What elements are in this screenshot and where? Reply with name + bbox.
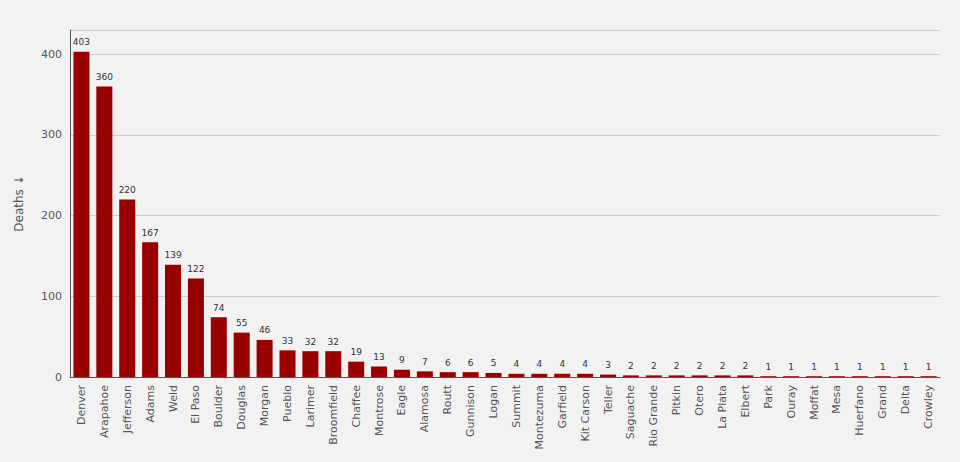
svg-text:Otero: Otero xyxy=(693,385,706,416)
svg-text:6: 6 xyxy=(468,358,474,368)
svg-text:1: 1 xyxy=(903,362,909,372)
svg-text:32: 32 xyxy=(328,337,339,347)
svg-text:Arapahoe: Arapahoe xyxy=(98,385,111,438)
svg-text:Kit Carson: Kit Carson xyxy=(579,385,592,441)
svg-text:Moffat: Moffat xyxy=(808,384,821,420)
svg-text:Park: Park xyxy=(762,384,775,408)
svg-text:Grand: Grand xyxy=(876,385,889,419)
svg-text:13: 13 xyxy=(373,352,384,362)
svg-text:Boulder: Boulder xyxy=(212,385,225,428)
svg-text:400: 400 xyxy=(41,48,62,61)
svg-text:0: 0 xyxy=(55,371,62,384)
svg-text:2: 2 xyxy=(743,361,749,371)
svg-text:Morgan: Morgan xyxy=(258,385,271,426)
svg-text:4: 4 xyxy=(559,359,565,369)
svg-text:1: 1 xyxy=(880,362,886,372)
svg-text:360: 360 xyxy=(96,72,113,82)
svg-text:Saguache: Saguache xyxy=(624,385,637,439)
svg-text:Eagle: Eagle xyxy=(395,385,408,416)
svg-text:300: 300 xyxy=(41,128,62,141)
svg-text:Broomfield: Broomfield xyxy=(327,385,340,445)
svg-text:46: 46 xyxy=(259,325,271,335)
svg-text:Jefferson: Jefferson xyxy=(121,385,134,434)
svg-text:167: 167 xyxy=(142,228,159,238)
svg-text:3: 3 xyxy=(605,360,611,370)
svg-text:2: 2 xyxy=(674,361,680,371)
svg-text:Elbert: Elbert xyxy=(739,384,752,417)
svg-text:Chaffee: Chaffee xyxy=(350,385,363,428)
svg-text:5: 5 xyxy=(491,358,497,368)
svg-text:Deaths ↓: Deaths ↓ xyxy=(12,175,26,231)
svg-text:1: 1 xyxy=(765,362,771,372)
svg-text:Logan: Logan xyxy=(487,385,500,418)
svg-text:Delta: Delta xyxy=(899,385,912,414)
svg-text:Montezuma: Montezuma xyxy=(533,385,546,449)
svg-text:1: 1 xyxy=(788,362,794,372)
svg-text:1: 1 xyxy=(834,362,840,372)
svg-text:Pitkin: Pitkin xyxy=(670,385,683,415)
svg-text:33: 33 xyxy=(282,336,293,346)
svg-text:Teller: Teller xyxy=(602,385,615,415)
svg-text:Ouray: Ouray xyxy=(785,385,798,419)
svg-text:2: 2 xyxy=(651,361,657,371)
svg-text:6: 6 xyxy=(445,358,451,368)
svg-text:1: 1 xyxy=(811,362,817,372)
svg-text:4: 4 xyxy=(514,359,520,369)
svg-text:139: 139 xyxy=(164,250,181,260)
svg-text:Gunnison: Gunnison xyxy=(464,385,477,437)
svg-text:2: 2 xyxy=(720,361,726,371)
svg-text:Rio Grande: Rio Grande xyxy=(647,385,660,447)
svg-text:Weld: Weld xyxy=(167,385,180,412)
svg-text:Douglas: Douglas xyxy=(235,385,248,430)
svg-text:19: 19 xyxy=(350,347,362,357)
svg-text:7: 7 xyxy=(422,357,428,367)
svg-text:2: 2 xyxy=(697,361,703,371)
svg-text:Denver: Denver xyxy=(75,385,88,425)
svg-text:Adams: Adams xyxy=(144,385,157,423)
svg-text:2: 2 xyxy=(628,361,634,371)
svg-text:4: 4 xyxy=(582,359,588,369)
svg-text:122: 122 xyxy=(187,264,204,274)
svg-text:220: 220 xyxy=(119,185,136,195)
svg-text:Summit: Summit xyxy=(510,384,523,427)
svg-text:1: 1 xyxy=(926,362,932,372)
svg-text:Montrose: Montrose xyxy=(373,385,386,436)
svg-text:Routt: Routt xyxy=(441,384,454,414)
svg-text:Crowley: Crowley xyxy=(922,385,935,430)
svg-text:9: 9 xyxy=(399,355,405,365)
svg-text:Larimer: Larimer xyxy=(304,385,317,428)
svg-text:Huerfano: Huerfano xyxy=(853,385,866,436)
svg-text:Garfield: Garfield xyxy=(556,385,569,429)
svg-text:403: 403 xyxy=(73,37,90,47)
svg-text:Pueblo: Pueblo xyxy=(281,385,294,422)
svg-text:200: 200 xyxy=(41,209,62,222)
svg-text:El Paso: El Paso xyxy=(189,385,202,424)
svg-text:100: 100 xyxy=(41,290,62,303)
svg-text:4: 4 xyxy=(536,359,542,369)
svg-text:32: 32 xyxy=(305,337,316,347)
svg-text:55: 55 xyxy=(236,318,247,328)
svg-text:74: 74 xyxy=(213,303,225,313)
svg-text:Alamosa: Alamosa xyxy=(418,385,431,432)
svg-text:1: 1 xyxy=(857,362,863,372)
svg-text:La Plata: La Plata xyxy=(716,385,729,429)
svg-text:Mesa: Mesa xyxy=(830,385,843,414)
